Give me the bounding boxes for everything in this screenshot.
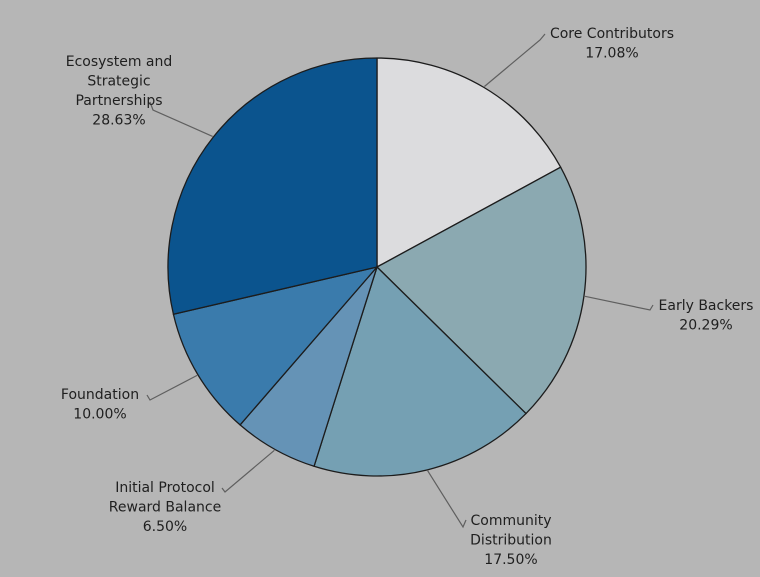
slice-label-ecosystem-and-strategic-partnerships: Ecosystem and Strategic Partnerships 28.63% bbox=[66, 54, 173, 129]
pie-slice-community-distribution[interactable] bbox=[313, 266, 527, 477]
slice-label-core-contributors: Core Contributors 17.08% bbox=[550, 26, 674, 62]
leader-lines bbox=[146, 33, 654, 529]
slice-name-line: Community bbox=[470, 513, 551, 529]
slice-label-foundation: Foundation 10.00% bbox=[61, 387, 139, 423]
leader-line-foundation bbox=[146, 374, 198, 401]
slice-value-label: 17.08% bbox=[585, 46, 638, 62]
slice-name-line: Ecosystem and bbox=[66, 54, 173, 70]
slice-label-community-distribution: Community Distribution 17.50% bbox=[470, 513, 552, 568]
slice-labels: Core Contributors 17.08% Early Backers 20.2… bbox=[61, 26, 754, 568]
slice-name-line: Core Contributors bbox=[550, 26, 674, 42]
leader-line-ecosystem-and-strategic-partnerships bbox=[149, 101, 213, 137]
slice-name-line: Reward Balance bbox=[109, 500, 221, 516]
slice-name-line: Foundation bbox=[61, 387, 139, 403]
leader-line-early-backers bbox=[584, 295, 654, 311]
slice-label-initial-protocol-reward-balance: Initial Protocol Reward Balance 6.50% bbox=[109, 480, 221, 535]
slice-name-line: Early Backers bbox=[659, 298, 754, 314]
pie-slices bbox=[167, 57, 587, 477]
slice-name-line: Strategic bbox=[87, 74, 150, 90]
leader-line-core-contributors bbox=[484, 33, 546, 87]
slice-value-label: 20.29% bbox=[679, 318, 732, 334]
pie-slice-early-backers[interactable] bbox=[376, 166, 587, 415]
slice-name-line: Initial Protocol bbox=[115, 480, 215, 496]
pie-slice-foundation[interactable] bbox=[172, 266, 378, 426]
slice-label-early-backers: Early Backers 20.29% bbox=[659, 298, 754, 334]
slice-value-label: 10.00% bbox=[73, 407, 126, 423]
slice-name-line: Distribution bbox=[470, 533, 552, 549]
slice-value-label: 6.50% bbox=[143, 519, 187, 535]
leader-line-community-distribution bbox=[427, 470, 467, 529]
slice-value-label: 17.50% bbox=[484, 552, 537, 568]
slice-value-label: 28.63% bbox=[92, 113, 145, 129]
leader-line-initial-protocol-reward-balance bbox=[221, 449, 275, 493]
pie-slice-core-contributors[interactable] bbox=[376, 57, 562, 268]
pie-slice-ecosystem-and-strategic-partnerships[interactable] bbox=[167, 57, 378, 315]
slice-name-line: Partnerships bbox=[75, 93, 162, 109]
